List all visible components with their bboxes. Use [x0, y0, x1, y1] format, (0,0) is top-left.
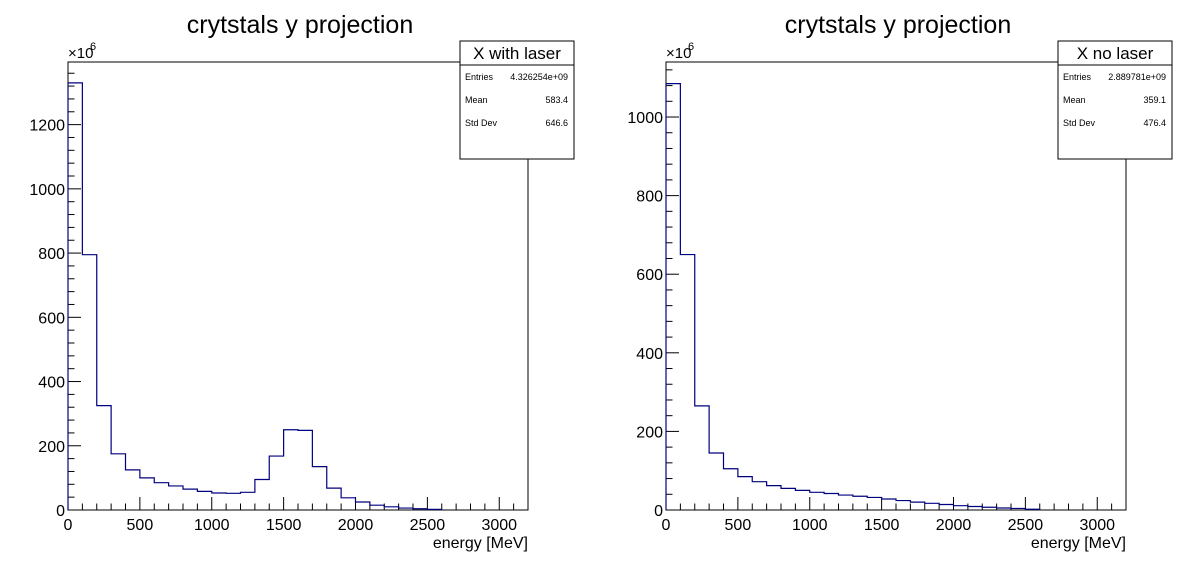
stats-row-value: 646.6 [545, 118, 568, 128]
x-axis-label: energy [MeV] [1031, 535, 1126, 552]
stats-row-value: 2.889781e+09 [1108, 72, 1166, 82]
x-tick-label: 500 [725, 517, 752, 534]
y-axis-exponent-power: 6 [90, 41, 96, 53]
y-tick-label: 0 [654, 503, 663, 520]
x-tick-label: 3000 [1079, 517, 1115, 534]
stats-box [459, 40, 575, 160]
stats-row-label: Entries [465, 72, 494, 82]
x-tick-label: 2500 [1008, 517, 1044, 534]
stats-row-value: 359.1 [1143, 95, 1166, 105]
x-tick-label: 0 [662, 517, 671, 534]
x-tick-label: 1500 [864, 517, 900, 534]
x-tick-label: 1000 [194, 517, 230, 534]
stats-row-label: Entries [1063, 72, 1092, 82]
x-tick-label: 500 [127, 517, 154, 534]
right-histogram-panel: crytstals y projection 0 500 1000 1500 2000 25… [598, 0, 1196, 572]
histogram-line [68, 82, 443, 510]
stats-row-value: 476.4 [1143, 118, 1166, 128]
y-tick-label: 200 [38, 439, 65, 456]
stats-row-value: 4.326254e+09 [510, 72, 568, 82]
y-tick-label: 600 [38, 310, 65, 327]
stats-box-name: X with laser [473, 44, 561, 63]
plot-frame [67, 61, 529, 511]
y-tick-label: 1200 [29, 118, 65, 135]
chart-title: crytstals y projection [785, 11, 1011, 39]
x-tick-label: 2000 [338, 517, 374, 534]
stats-row-label: Mean [1063, 95, 1086, 105]
y-tick-label: 800 [636, 189, 663, 206]
y-axis-exponent-label: ×10 [666, 45, 691, 62]
plot-frame [665, 61, 1127, 511]
y-tick-label: 800 [38, 246, 65, 263]
y-tick-label: 0 [56, 503, 65, 520]
x-tick-label: 2000 [936, 517, 972, 534]
chart-title: crytstals y projection [187, 11, 413, 39]
y-tick-label: 400 [636, 346, 663, 363]
stats-box [1057, 40, 1173, 160]
stats-box-name: X no laser [1077, 44, 1154, 63]
left-histogram-panel: crytstals y projection 0 500 1000 1500 2000 25… [29, 11, 575, 552]
stats-row-label: Mean [465, 95, 488, 105]
x-tick-label: 1000 [792, 517, 828, 534]
x-tick-label: 0 [64, 517, 73, 534]
histogram-line [666, 83, 1041, 510]
x-tick-label: 3000 [481, 517, 517, 534]
x-axis-label: energy [MeV] [433, 535, 528, 552]
y-axis-exponent-power: 6 [688, 41, 694, 53]
y-tick-label: 400 [38, 375, 65, 392]
y-tick-label: 600 [636, 267, 663, 284]
y-tick-label: 200 [636, 424, 663, 441]
x-tick-label: 1500 [266, 517, 302, 534]
y-tick-label: 1000 [29, 182, 65, 199]
y-tick-label: 1000 [627, 110, 663, 127]
stats-row-value: 583.4 [545, 95, 568, 105]
y-axis-exponent-label: ×10 [68, 45, 93, 62]
x-tick-label: 2500 [410, 517, 446, 534]
stats-row-label: Std Dev [465, 118, 498, 128]
stats-row-label: Std Dev [1063, 118, 1096, 128]
